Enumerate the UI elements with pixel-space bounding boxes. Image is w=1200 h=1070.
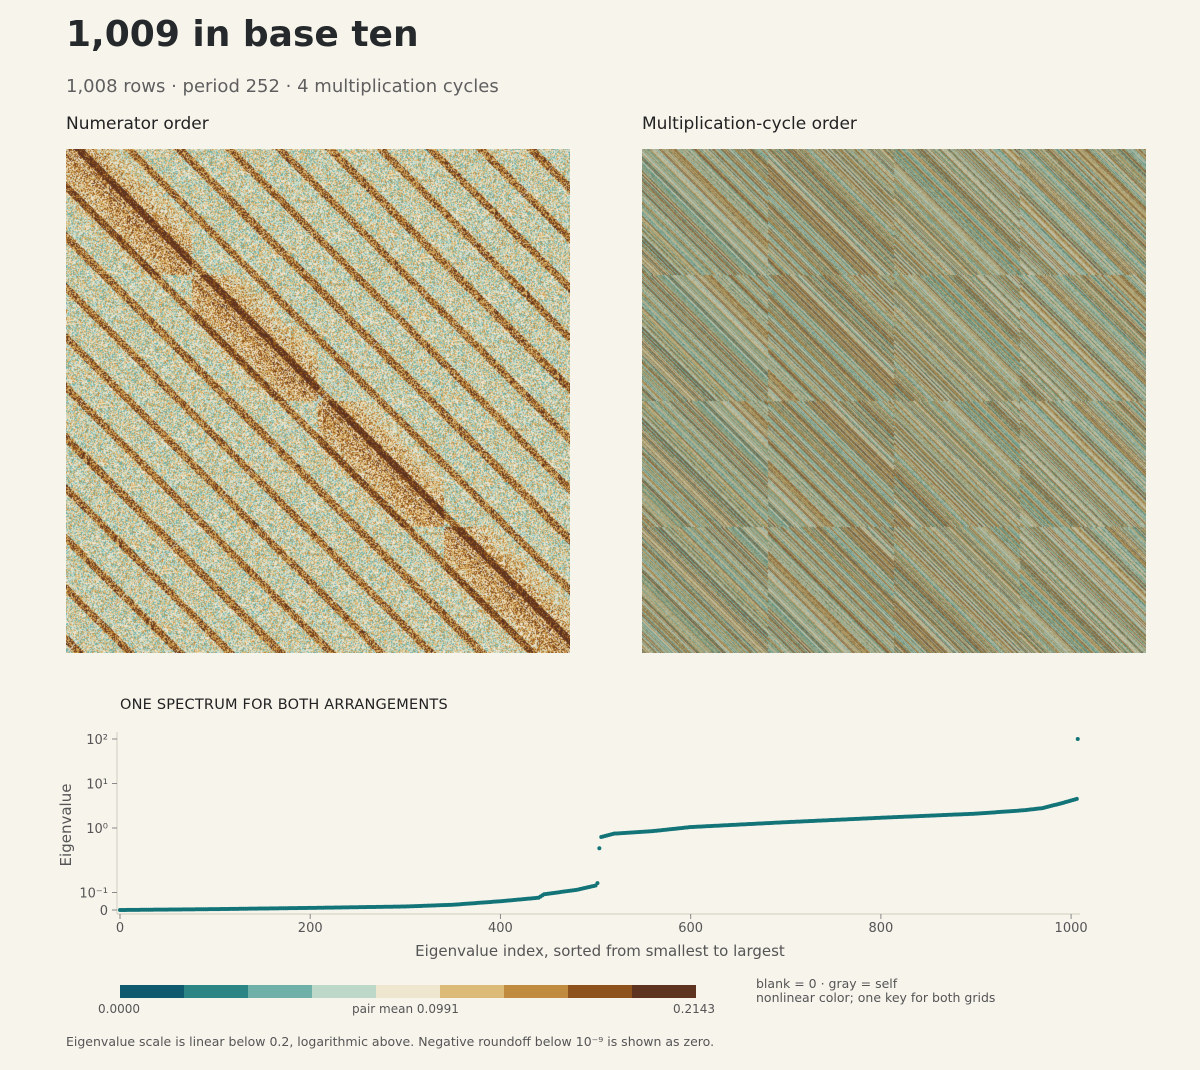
legend-swatch: [184, 985, 248, 998]
eigenvalue-point: [595, 881, 600, 886]
legend-swatch: [632, 985, 696, 998]
legend-mid-label: pair mean 0.0991: [352, 1002, 459, 1016]
legend-swatch: [312, 985, 376, 998]
numerator-order-heatmap: [66, 149, 570, 653]
x-tick-label: 200: [298, 921, 323, 936]
eigenvalue-spectrum-chart: 0 10⁻¹ 10⁰ 10¹ 10² 0 200 400 600 800 1000 Eigenvalu…: [57, 732, 1088, 960]
spectrum-title: ONE SPECTRUM FOR BOTH ARRANGEMENTS: [120, 697, 448, 713]
page-title: 1,009 in base ten: [66, 14, 419, 55]
eigenvalue-point: [1074, 796, 1079, 801]
numerator-order-label: Numerator order: [66, 114, 209, 134]
eigenvalue-point-max: [1075, 737, 1080, 741]
x-axis-title: Eigenvalue index, sorted from smallest t…: [415, 942, 785, 960]
legend-min-label: 0.0000: [98, 1002, 140, 1016]
x-tick-label: 800: [868, 921, 893, 936]
y-axis-title: Eigenvalue: [57, 784, 75, 867]
legend-max-label: 0.2143: [673, 1002, 715, 1016]
cycle-order-label: Multiplication-cycle order: [642, 114, 857, 134]
legend-note-line-2: nonlinear color; one key for both grids: [756, 990, 996, 1005]
x-tick-label: 1000: [1055, 921, 1088, 936]
legend-swatch: [568, 985, 632, 998]
y-tick-label: 0: [100, 904, 108, 919]
legend-swatch: [248, 985, 312, 998]
eigenvalue-point: [597, 846, 602, 851]
spectrum-points: [118, 737, 1080, 912]
footnote: Eigenvalue scale is linear below 0.2, lo…: [66, 1034, 715, 1049]
page-subtitle: 1,008 rows · period 252 · 4 multiplicati…: [66, 76, 499, 97]
legend-note: blank = 0 · gray = self nonlinear color;…: [756, 977, 995, 1005]
cycle-order-heatmap: [642, 149, 1146, 653]
y-tick-label: 10¹: [86, 778, 108, 793]
x-tick-label: 400: [488, 921, 513, 936]
legend-swatch: [440, 985, 504, 998]
x-tick-label: 600: [678, 921, 703, 936]
y-tick-label: 10²: [86, 733, 108, 748]
x-tick-label: 0: [116, 921, 124, 936]
y-tick-label: 10⁰: [86, 822, 108, 837]
color-scale-legend: [120, 985, 696, 998]
legend-swatch: [504, 985, 568, 998]
y-tick-label: 10⁻¹: [79, 887, 108, 902]
legend-note-line-1: blank = 0 · gray = self: [756, 976, 898, 991]
legend-swatch: [376, 985, 440, 998]
legend-swatch: [120, 985, 184, 998]
